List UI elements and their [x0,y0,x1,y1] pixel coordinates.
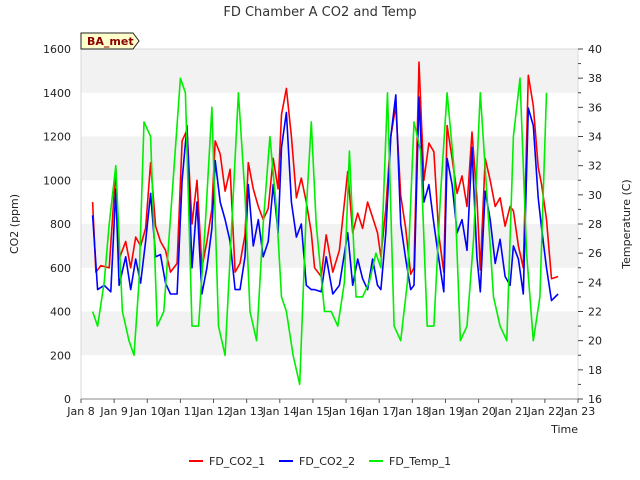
y2-tick-label: 30 [588,189,602,202]
x-tick-label: Jan 20 [460,405,495,418]
plot-background-bands [81,49,578,399]
y2-tick-label: 28 [588,218,602,231]
y-tick-label: 800 [50,218,71,231]
y2-tick-label: 36 [588,101,602,114]
y-tick-label: 1400 [43,87,71,100]
x-tick-label: Jan 11 [162,405,197,418]
y-tick-label: 400 [50,306,71,319]
x-tick-label: Jan 19 [427,405,462,418]
x-tick-label: Jan 21 [494,405,529,418]
plot-band [81,92,578,137]
site-badge-shape [80,32,140,50]
y-tick-label: 200 [50,349,71,362]
y-tick-label: 1000 [43,174,71,187]
series-lines [91,61,559,386]
x-tick-label: Jan 9 [99,405,127,418]
y-tick-label: 1200 [43,131,71,144]
legend-label-co2-2: FD_CO2_2 [299,455,355,468]
y2-axis-label: Temperature (C) [620,179,633,269]
y2-tick-label: 16 [588,393,602,406]
y-axis-left: 0 200 400 600 800 1000 1200 1400 1600 [43,43,71,406]
x-tick-label: Jan 14 [262,405,297,418]
y2-tick-label: 34 [588,131,602,144]
y2-tick-label: 32 [588,160,602,173]
y2-tick-label: 26 [588,247,602,260]
y-axis-right: 16 18 20 22 24 26 28 30 32 34 36 38 40 [578,43,602,406]
series-line-co2-2 [91,94,559,302]
x-tick-label: Jan 10 [129,405,164,418]
x-tick-label: Jan 15 [295,405,330,418]
chart-title: FD Chamber A CO2 and Temp [223,5,416,20]
site-badge-text: BA_met [87,35,134,48]
y2-tick-label: 22 [588,306,602,319]
y-tick-label: 0 [64,393,71,406]
x-tick-label: Jan 12 [195,405,230,418]
y-tick-label: 600 [50,262,71,275]
y2-tick-label: 38 [588,72,602,85]
site-badge: BA_met [80,32,140,50]
y-axis-label: CO2 (ppm) [8,194,21,254]
x-tick-label: Jan 18 [394,405,429,418]
plot-band [81,311,578,356]
legend-label-co2-1: FD_CO2_1 [209,455,265,468]
plot-band [81,355,578,399]
y2-tick-label: 24 [588,276,602,289]
plot-band [81,136,578,181]
x-axis-label: Time [550,423,578,436]
y2-tick-label: 40 [588,43,602,56]
y2-tick-label: 18 [588,364,602,377]
x-tick-label: Jan 8 [66,405,94,418]
legend-label-temp-1: FD_Temp_1 [389,455,451,468]
x-tick-label: Jan 13 [228,405,263,418]
y2-tick-label: 20 [588,335,602,348]
plot-band [81,49,578,93]
x-tick-label: Jan 23 [560,405,595,418]
series-line-temp-1 [91,77,548,386]
x-tick-label: Jan 16 [328,405,363,418]
legend: FD_CO2_1 FD_CO2_2 FD_Temp_1 [189,455,451,468]
y-tick-label: 1600 [43,43,71,56]
x-tick-label: Jan 17 [361,405,396,418]
x-tick-label: Jan 22 [527,405,562,418]
series-line-co2-1 [91,61,559,280]
